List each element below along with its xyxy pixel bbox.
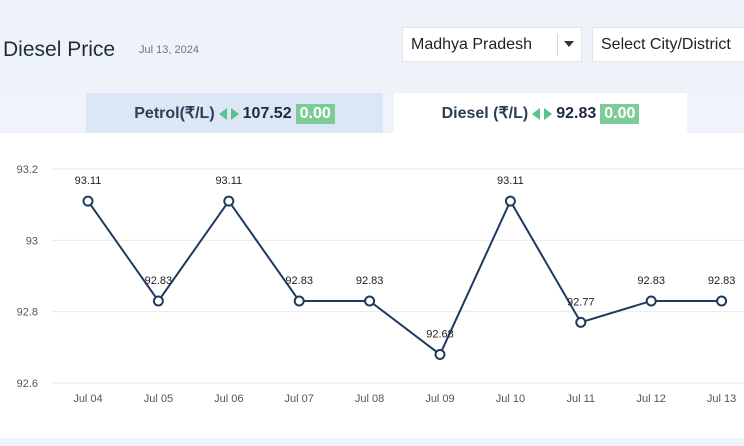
x-tick-label: Jul 06 <box>214 393 243 405</box>
x-tick-label: Jul 11 <box>567 393 596 405</box>
data-point <box>82 195 94 207</box>
data-point <box>645 295 657 307</box>
x-tick-label: Jul 12 <box>637 393 666 405</box>
page-title: Diesel Price <box>3 38 116 61</box>
left-right-arrows-icon <box>532 107 553 120</box>
data-label: 92.68 <box>426 328 454 340</box>
bottom-strip <box>0 438 744 446</box>
city-select-value: Select City/District <box>601 36 731 53</box>
x-tick-label: Jul 13 <box>707 393 736 405</box>
data-label: 92.83 <box>356 275 384 287</box>
data-point <box>293 295 305 307</box>
header: Diesel Price Jul 13, 2024 Madhya Pradesh… <box>0 0 744 92</box>
data-point <box>223 195 235 207</box>
select-divider <box>557 34 558 56</box>
x-tick-label: Jul 05 <box>144 393 173 405</box>
data-point <box>434 348 446 360</box>
tab-petrol-label: Petrol(₹/L) <box>134 105 215 122</box>
page-date: Jul 13, 2024 <box>139 44 199 56</box>
left-right-arrows-icon <box>218 107 239 120</box>
data-point <box>364 295 376 307</box>
tab-diesel-price: 92.83 <box>556 105 597 122</box>
data-label: 93.11 <box>215 175 242 187</box>
data-label: 92.83 <box>637 275 665 287</box>
tab-petrol-change-badge: 0.00 <box>295 104 335 124</box>
data-label: 92.83 <box>708 275 736 287</box>
tab-diesel-label: Diesel (₹/L) <box>441 105 529 122</box>
chart-panel: 92.6 92.8 93 93.2 Jul 04 Jul 05 Jul 06 Jul 07 Ju… <box>0 133 744 438</box>
tab-petrol[interactable]: Petrol(₹/L) 107.52 0.00 <box>86 93 383 133</box>
data-point <box>716 295 728 307</box>
x-tick-label: Jul 08 <box>355 393 384 405</box>
y-tick-label: 93 <box>26 235 38 247</box>
chevron-down-icon[interactable] <box>564 41 574 47</box>
y-tick-label: 92.6 <box>17 378 38 390</box>
tab-petrol-price: 107.52 <box>242 105 292 122</box>
data-label: 93.11 <box>75 175 102 187</box>
y-tick-label: 93.2 <box>17 164 38 176</box>
series-line <box>87 198 722 357</box>
city-select[interactable]: Select City/District <box>592 27 744 62</box>
tab-diesel[interactable]: Diesel (₹/L) 92.83 0.00 <box>394 93 687 133</box>
x-tick-label: Jul 07 <box>285 393 314 405</box>
price-line-chart: 92.6 92.8 93 93.2 Jul 04 Jul 05 Jul 06 Jul 07 Ju… <box>17 164 744 405</box>
y-tick-label: 92.8 <box>17 307 38 319</box>
data-label: 92.83 <box>285 275 313 287</box>
data-label: 93.11 <box>497 175 524 187</box>
data-label: 92.77 <box>567 296 595 308</box>
state-select-value: Madhya Pradesh <box>411 36 532 53</box>
state-select[interactable]: Madhya Pradesh <box>402 27 582 62</box>
data-point <box>575 316 587 328</box>
data-point <box>504 195 516 207</box>
x-tick-label: Jul 09 <box>425 393 454 405</box>
data-point <box>152 295 164 307</box>
tab-diesel-change-badge: 0.00 <box>600 104 640 124</box>
x-tick-label: Jul 04 <box>73 393 102 405</box>
data-label: 92.83 <box>145 275 173 287</box>
x-tick-label: Jul 10 <box>496 393 525 405</box>
